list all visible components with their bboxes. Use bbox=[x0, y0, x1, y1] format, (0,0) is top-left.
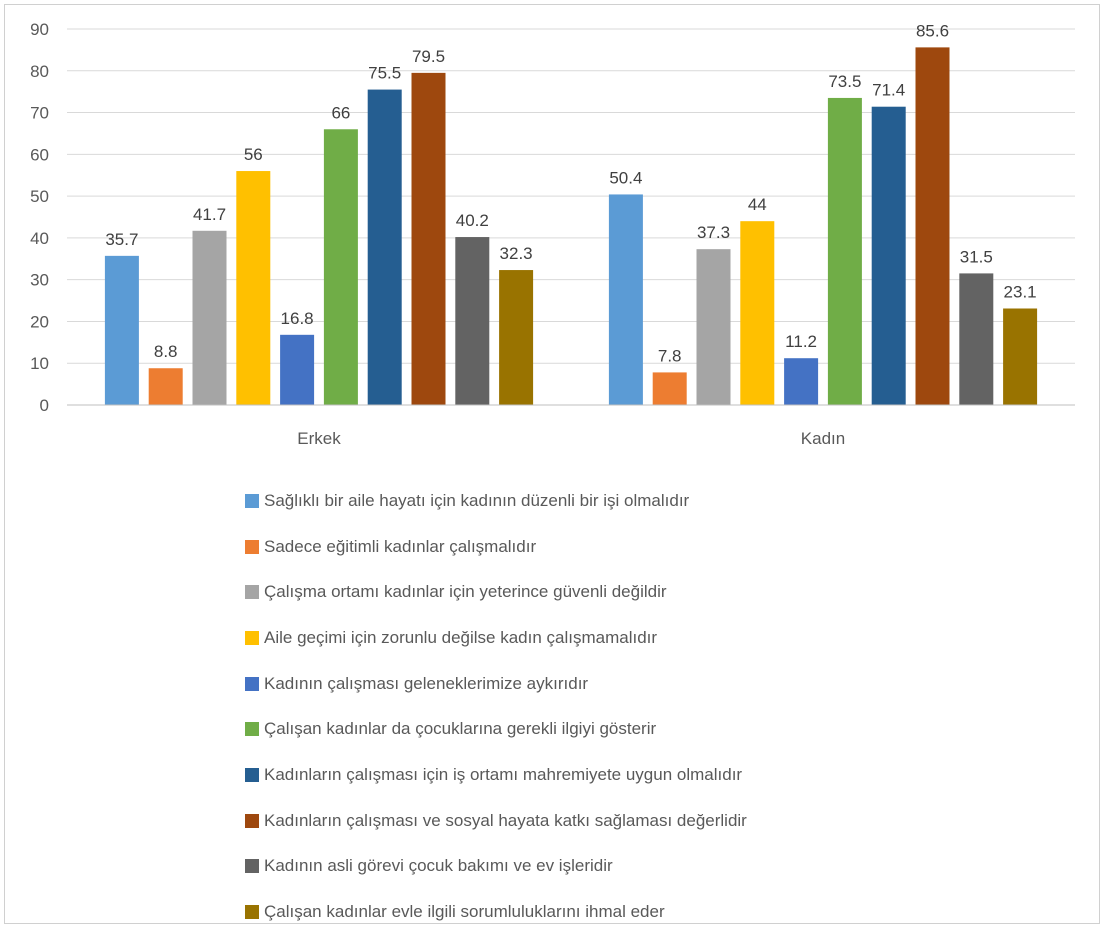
x-category-label: Erkek bbox=[297, 429, 341, 448]
legend-swatch bbox=[245, 539, 259, 554]
bar bbox=[104, 255, 139, 405]
legend-swatch bbox=[245, 493, 259, 508]
y-tick-label: 60 bbox=[30, 145, 49, 164]
data-label: 23.1 bbox=[1004, 282, 1037, 301]
y-tick-label: 80 bbox=[30, 62, 49, 81]
legend-swatch bbox=[245, 767, 259, 782]
bar bbox=[1003, 308, 1038, 405]
chart-legend: Sağlıklı bir aile hayatı için kadının dü… bbox=[245, 478, 1045, 935]
data-label: 71.4 bbox=[872, 81, 905, 100]
legend-swatch bbox=[245, 585, 259, 600]
data-label: 11.2 bbox=[785, 332, 817, 351]
bar bbox=[784, 358, 819, 405]
legend-swatch bbox=[245, 676, 259, 691]
x-category-label: Kadın bbox=[801, 429, 845, 448]
legend-swatch bbox=[245, 630, 259, 645]
y-tick-label: 90 bbox=[30, 20, 49, 39]
data-label: 32.3 bbox=[500, 244, 533, 263]
legend-swatch bbox=[245, 859, 259, 874]
legend-swatch bbox=[245, 813, 259, 828]
y-tick-label: 10 bbox=[30, 354, 49, 373]
bar bbox=[608, 194, 643, 405]
legend-item: Kadınların çalışması ve sosyal hayata ka… bbox=[245, 798, 1045, 844]
data-label: 41.7 bbox=[193, 205, 226, 224]
y-tick-label: 30 bbox=[30, 271, 49, 290]
data-label: 37.3 bbox=[697, 223, 730, 242]
legend-item: Çalışan kadınlar evle ilgili sorumlulukl… bbox=[245, 889, 1045, 935]
data-label: 73.5 bbox=[828, 72, 861, 91]
legend-item: Kadınların çalışması için iş ortamı mahr… bbox=[245, 752, 1045, 798]
bar bbox=[652, 372, 687, 405]
data-label: 16.8 bbox=[281, 309, 314, 328]
legend-item: Sağlıklı bir aile hayatı için kadının dü… bbox=[245, 478, 1045, 524]
data-label: 50.4 bbox=[609, 168, 642, 187]
data-label: 8.8 bbox=[154, 342, 178, 361]
bar bbox=[236, 171, 271, 405]
legend-label: Sağlıklı bir aile hayatı için kadının dü… bbox=[264, 490, 690, 510]
legend-item: Sadece eğitimli kadınlar çalışmalıdır bbox=[245, 524, 1045, 570]
legend-label: Çalışma ortamı kadınlar için yeterince g… bbox=[264, 582, 667, 602]
legend-item: Çalışan kadınlar da çocuklarına gerekli … bbox=[245, 706, 1045, 752]
legend-item: Aile geçimi için zorunlu değilse kadın ç… bbox=[245, 615, 1045, 661]
bar bbox=[367, 89, 402, 406]
legend-swatch bbox=[245, 905, 259, 920]
legend-item: Çalışma ortamı kadınlar için yeterince g… bbox=[245, 569, 1045, 615]
legend-label: Kadınların çalışması için iş ortamı mahr… bbox=[264, 764, 743, 784]
bar bbox=[827, 97, 862, 405]
bar bbox=[148, 368, 183, 405]
data-label: 35.7 bbox=[105, 230, 138, 249]
data-label: 85.6 bbox=[916, 21, 949, 40]
legend-item: Kadının çalışması geleneklerimize aykırı… bbox=[245, 661, 1045, 707]
legend-swatch bbox=[245, 722, 259, 737]
data-label: 40.2 bbox=[456, 211, 489, 230]
legend-label: Kadınların çalışması ve sosyal hayata ka… bbox=[264, 810, 747, 830]
bar bbox=[280, 334, 315, 405]
bar bbox=[192, 230, 227, 405]
bar bbox=[323, 129, 358, 405]
legend-label: Çalışan kadınlar da çocuklarına gerekli … bbox=[264, 719, 657, 739]
y-tick-label: 70 bbox=[30, 104, 49, 123]
bar bbox=[696, 249, 731, 405]
legend-label: Kadının asli görevi çocuk bakımı ve ev i… bbox=[264, 856, 613, 876]
legend-label: Sadece eğitimli kadınlar çalışmalıdır bbox=[264, 536, 537, 556]
data-label: 44 bbox=[748, 195, 767, 214]
data-label: 31.5 bbox=[960, 247, 993, 266]
data-label: 7.8 bbox=[658, 346, 682, 365]
bar bbox=[499, 270, 534, 405]
legend-label: Çalışan kadınlar evle ilgili sorumlulukl… bbox=[264, 902, 665, 922]
bar bbox=[959, 273, 994, 405]
legend-item: Kadının asli görevi çocuk bakımı ve ev i… bbox=[245, 844, 1045, 890]
bar-chart: 0 10 20 30 40 50 60 70 80 90 35.7 8.8 41.7 56 16.8 66 75… bbox=[30, 20, 1075, 448]
legend-label: Aile geçimi için zorunlu değilse kadın ç… bbox=[264, 627, 658, 647]
y-tick-label: 20 bbox=[30, 312, 49, 331]
data-label: 79.5 bbox=[412, 47, 445, 66]
bar bbox=[871, 106, 906, 405]
bar bbox=[740, 221, 775, 405]
y-tick-label: 50 bbox=[30, 187, 49, 206]
legend-label: Kadının çalışması geleneklerimize aykırı… bbox=[264, 673, 589, 693]
data-label: 56 bbox=[244, 145, 263, 164]
data-label: 75.5 bbox=[368, 64, 401, 83]
y-tick-label: 0 bbox=[40, 396, 49, 415]
y-tick-label: 40 bbox=[30, 229, 49, 248]
bar bbox=[411, 72, 446, 405]
bar bbox=[915, 47, 950, 405]
bar bbox=[455, 237, 490, 405]
data-label: 66 bbox=[331, 103, 350, 122]
